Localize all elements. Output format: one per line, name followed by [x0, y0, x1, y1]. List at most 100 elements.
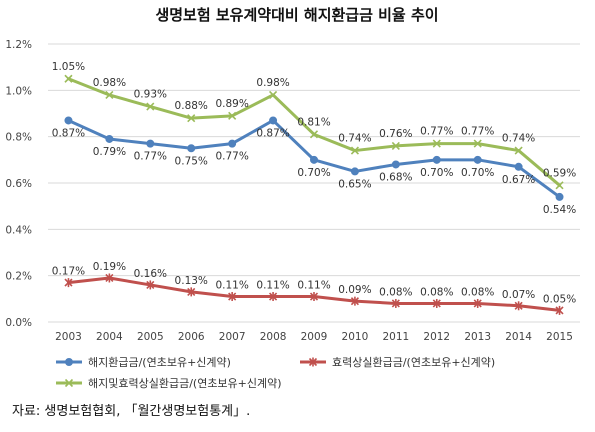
source-note: 자료: 생명보험협회, 「월간생명보험통계」. [12, 404, 251, 419]
data-label: 0.77% [461, 126, 494, 138]
marker-stroke [309, 130, 319, 139]
data-point [391, 141, 400, 150]
data-label: 0.98% [93, 77, 126, 89]
data-label: 0.08% [379, 286, 412, 298]
marker-circle [514, 162, 523, 171]
axis-labels: 0.0% 0.2% 0.4% 0.6% 0.8% 1.0% 1.2% 2003 2004 2005… [5, 39, 573, 343]
data-label: 0.88% [175, 100, 208, 112]
marker-stroke [146, 102, 155, 111]
data-label: 0.76% [379, 128, 412, 140]
data-label: 0.74% [502, 133, 535, 145]
x-tick-label: 2010 [342, 331, 369, 343]
data-label: 0.75% [175, 155, 208, 167]
chart-title: 생명보험 보유계약대비 해지환급금 비율 추이 [155, 6, 438, 24]
data-label: 0.59% [543, 167, 576, 179]
marker-stroke [187, 114, 196, 123]
data-point [555, 305, 564, 315]
data-label: 0.17% [52, 266, 85, 278]
y-tick-label: 1.2% [5, 39, 32, 51]
x-tick-label: 2011 [382, 331, 409, 343]
data-label: 0.79% [93, 146, 126, 158]
data-point [269, 90, 278, 100]
data-point [514, 146, 523, 155]
data-label: 0.67% [502, 174, 535, 186]
data-label: 0.05% [543, 293, 576, 305]
data-point [391, 160, 400, 169]
data-label: 0.07% [502, 289, 535, 301]
data-label: 0.09% [338, 284, 371, 296]
line-chart: 생명보험 보유계약대비 해지환급금 비율 추이 0.0% 0.2% 0.4% 0.6%… [5, 6, 580, 390]
marker-stroke [64, 74, 73, 83]
data-labels: 0.87% 0.79% 0.77% 0.75% 0.77% 0.87% 0.70% 0.65%… [52, 61, 576, 306]
data-point [350, 146, 359, 155]
data-label: 0.87% [256, 127, 289, 139]
data-label: 0.13% [175, 275, 208, 287]
data-label: 0.70% [297, 167, 330, 179]
data-point [555, 181, 564, 190]
x-tick-label: 2006 [178, 331, 205, 343]
data-point [187, 144, 196, 153]
y-tick-label: 0.8% [5, 132, 32, 144]
data-label: 0.98% [256, 77, 289, 89]
marker-circle [391, 160, 400, 169]
data-point [269, 116, 278, 125]
data-label: 0.19% [93, 261, 126, 273]
data-point [228, 139, 237, 148]
series-lines [64, 74, 564, 315]
data-point [432, 155, 441, 164]
x-tick-label: 2007 [219, 331, 246, 343]
data-point [228, 292, 237, 302]
data-point [310, 155, 318, 164]
x-tick-label: 2008 [260, 331, 287, 343]
marker-circle [269, 116, 278, 125]
y-tick-label: 0.6% [5, 178, 32, 190]
data-point [269, 292, 278, 302]
data-point [105, 134, 114, 143]
marker-stroke [555, 181, 564, 190]
data-point [64, 116, 73, 125]
data-label: 0.74% [338, 133, 371, 145]
legend-item: 해지및효력상실환급금/(연초보유+신계약) [56, 376, 282, 390]
data-point [514, 162, 523, 171]
legend-item: 효력상실환급금/(연초보유+신계약) [300, 355, 495, 369]
data-point [105, 273, 114, 283]
legend-label: 해지환급금/(연초보유+신계약) [88, 355, 231, 369]
marker-circle [64, 116, 73, 125]
data-point [391, 298, 400, 308]
data-point [473, 298, 482, 308]
marker-stroke [391, 141, 400, 150]
data-point [146, 139, 155, 148]
data-point [309, 130, 319, 139]
series-2 [64, 273, 564, 315]
data-label: 0.11% [215, 280, 248, 292]
x-tick-label: 2005 [137, 331, 164, 343]
marker-stroke [269, 90, 278, 100]
data-label: 0.89% [215, 98, 248, 110]
marker-stroke [228, 111, 237, 120]
data-label: 0.70% [461, 167, 494, 179]
data-point [146, 280, 155, 290]
marker-circle [310, 155, 318, 164]
data-point [350, 296, 359, 306]
data-point [350, 167, 359, 176]
data-label: 0.54% [543, 204, 576, 216]
y-tick-label: 0.4% [5, 224, 32, 236]
y-tick-label: 0.2% [5, 271, 32, 283]
marker-circle [350, 167, 359, 176]
x-tick-label: 2015 [546, 331, 573, 343]
data-point [432, 139, 441, 148]
x-tick-label: 2014 [505, 331, 532, 343]
y-tick-label: 1.0% [5, 85, 32, 97]
legend: 해지환급금/(연초보유+신계약) 효력상실환급금/(연초보유+신계약) 해지및효력상… [56, 355, 495, 390]
legend-item: 해지환급금/(연초보유+신계약) [56, 355, 231, 369]
marker-stroke [350, 146, 359, 155]
data-point [64, 278, 73, 288]
marker-circle [146, 139, 155, 148]
marker-circle [432, 155, 441, 164]
data-label: 0.08% [461, 286, 494, 298]
data-point [309, 292, 319, 302]
data-point [432, 298, 441, 308]
data-label: 0.11% [256, 280, 289, 292]
data-label: 0.81% [297, 116, 330, 128]
series-3 [64, 74, 564, 190]
